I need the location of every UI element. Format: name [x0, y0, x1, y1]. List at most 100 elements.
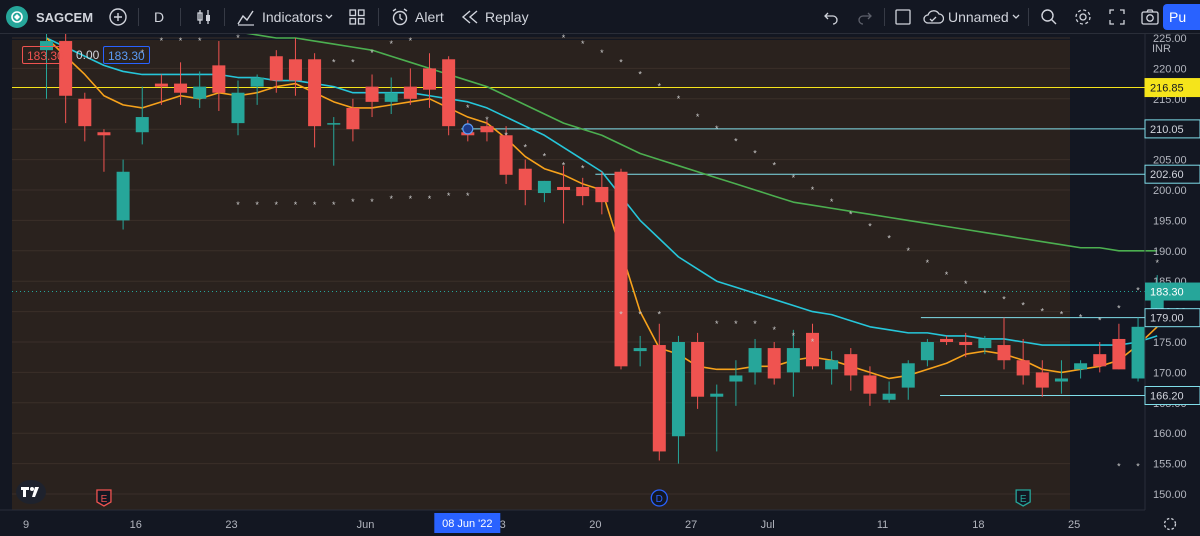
candle[interactable]: [691, 332, 705, 409]
price-chart[interactable]: * * * * * * * * * * * * * * * * * * * * * * * * * * * * * * * * * * * * * * * *…: [0, 34, 1200, 536]
candle[interactable]: [729, 360, 743, 406]
candle[interactable]: [576, 177, 590, 206]
candle[interactable]: [135, 86, 149, 145]
snapshot-button[interactable]: [1140, 0, 1160, 34]
candle[interactable]: [806, 323, 819, 370]
candle[interactable]: [40, 34, 53, 99]
earnings-marker[interactable]: [1015, 489, 1031, 507]
candle[interactable]: [346, 98, 360, 142]
earnings-marker[interactable]: [96, 489, 112, 507]
indicators-label: Indicators: [262, 9, 323, 25]
candle[interactable]: [154, 74, 168, 105]
candle[interactable]: [78, 92, 92, 142]
candle[interactable]: [1112, 323, 1126, 370]
chart-type-button[interactable]: [194, 0, 214, 34]
psar-dot: *: [370, 197, 374, 207]
fullscreen-button[interactable]: [1108, 0, 1126, 34]
candle-body: [767, 348, 781, 379]
candle[interactable]: [767, 342, 781, 385]
candle[interactable]: [288, 38, 302, 96]
candle[interactable]: [652, 323, 666, 461]
candle[interactable]: [959, 332, 973, 358]
candle-body: [250, 77, 264, 87]
candle[interactable]: [518, 159, 532, 206]
candle[interactable]: [557, 165, 571, 224]
candle[interactable]: [671, 335, 685, 464]
candle[interactable]: [1016, 338, 1030, 385]
dividend-marker[interactable]: [650, 489, 668, 507]
compare-symbol-button[interactable]: [108, 0, 128, 34]
indicators-button[interactable]: Indicators: [236, 0, 323, 34]
candle[interactable]: [997, 317, 1011, 370]
candle[interactable]: [1035, 360, 1049, 397]
redo-button[interactable]: [856, 0, 874, 34]
publish-button[interactable]: Pu: [1163, 4, 1200, 30]
psar-dot: *: [792, 173, 796, 183]
layout-dropdown[interactable]: [1011, 0, 1021, 34]
candle[interactable]: [250, 74, 264, 105]
candle[interactable]: [537, 180, 551, 203]
candle[interactable]: [748, 338, 762, 385]
candle[interactable]: [940, 335, 954, 346]
tradingview-logo[interactable]: [16, 480, 46, 504]
candle[interactable]: [595, 171, 609, 215]
candle[interactable]: [116, 159, 130, 230]
candle[interactable]: [403, 68, 417, 105]
chart-plot-area: [12, 40, 1070, 510]
candle-body: [97, 132, 111, 136]
candle[interactable]: [786, 329, 800, 397]
candle[interactable]: [844, 348, 858, 391]
candle[interactable]: [423, 53, 436, 108]
candle[interactable]: [633, 335, 647, 367]
replay-button[interactable]: Replay: [460, 0, 529, 34]
undo-button[interactable]: [822, 0, 840, 34]
settings-button[interactable]: [1074, 0, 1092, 34]
candle[interactable]: [920, 338, 934, 367]
candle[interactable]: [1054, 360, 1068, 394]
search-button[interactable]: [1040, 0, 1058, 34]
indicators-dropdown[interactable]: [324, 0, 334, 34]
time-tick-label: 9: [23, 519, 29, 531]
candle[interactable]: [614, 168, 628, 370]
psar-dot: *: [830, 197, 834, 207]
candle[interactable]: [499, 126, 513, 184]
candle[interactable]: [480, 120, 494, 142]
candle[interactable]: [174, 62, 188, 105]
time-axis[interactable]: 91623Jun132027Jul11182508 Jun '22: [23, 513, 1080, 533]
price-axis[interactable]: 225.00220.00215.00210.00205.00200.00195.…: [1144, 34, 1200, 501]
candle[interactable]: [212, 41, 226, 111]
candle-body: [652, 345, 666, 452]
candle[interactable]: [1093, 342, 1107, 373]
candle[interactable]: [863, 366, 877, 406]
candle[interactable]: [308, 53, 322, 148]
candle[interactable]: [97, 129, 111, 172]
candle[interactable]: [710, 384, 724, 452]
candle-body: [480, 126, 494, 133]
price-tick-label: 200.00: [1153, 185, 1187, 197]
candle[interactable]: [59, 34, 73, 124]
fullscreen-toggle-button[interactable]: [894, 0, 912, 34]
candle[interactable]: [1131, 317, 1145, 382]
candle[interactable]: [269, 50, 283, 93]
price-tick-label: 150.00: [1153, 489, 1187, 501]
price-level-badge: [1144, 386, 1200, 406]
publish-label: Pu: [1169, 9, 1187, 25]
candle[interactable]: [901, 360, 915, 400]
candle[interactable]: [193, 71, 207, 108]
candle[interactable]: [978, 335, 992, 355]
templates-button[interactable]: [348, 0, 366, 34]
price-tick-label: 155.00: [1153, 459, 1187, 471]
axis-settings-button[interactable]: [1163, 517, 1177, 531]
candle[interactable]: [384, 77, 398, 114]
symbol-search[interactable]: SAGCEM: [6, 0, 93, 34]
candle[interactable]: [825, 351, 839, 385]
alert-button[interactable]: Alert: [390, 0, 444, 34]
layout-save-button[interactable]: Unnamed: [922, 0, 1009, 34]
candle[interactable]: [1074, 360, 1088, 379]
candle[interactable]: [882, 381, 896, 403]
candle[interactable]: [327, 117, 341, 166]
candle[interactable]: [231, 80, 245, 136]
candle[interactable]: [442, 56, 456, 136]
interval-button[interactable]: D: [154, 0, 164, 34]
candle[interactable]: [365, 74, 379, 118]
